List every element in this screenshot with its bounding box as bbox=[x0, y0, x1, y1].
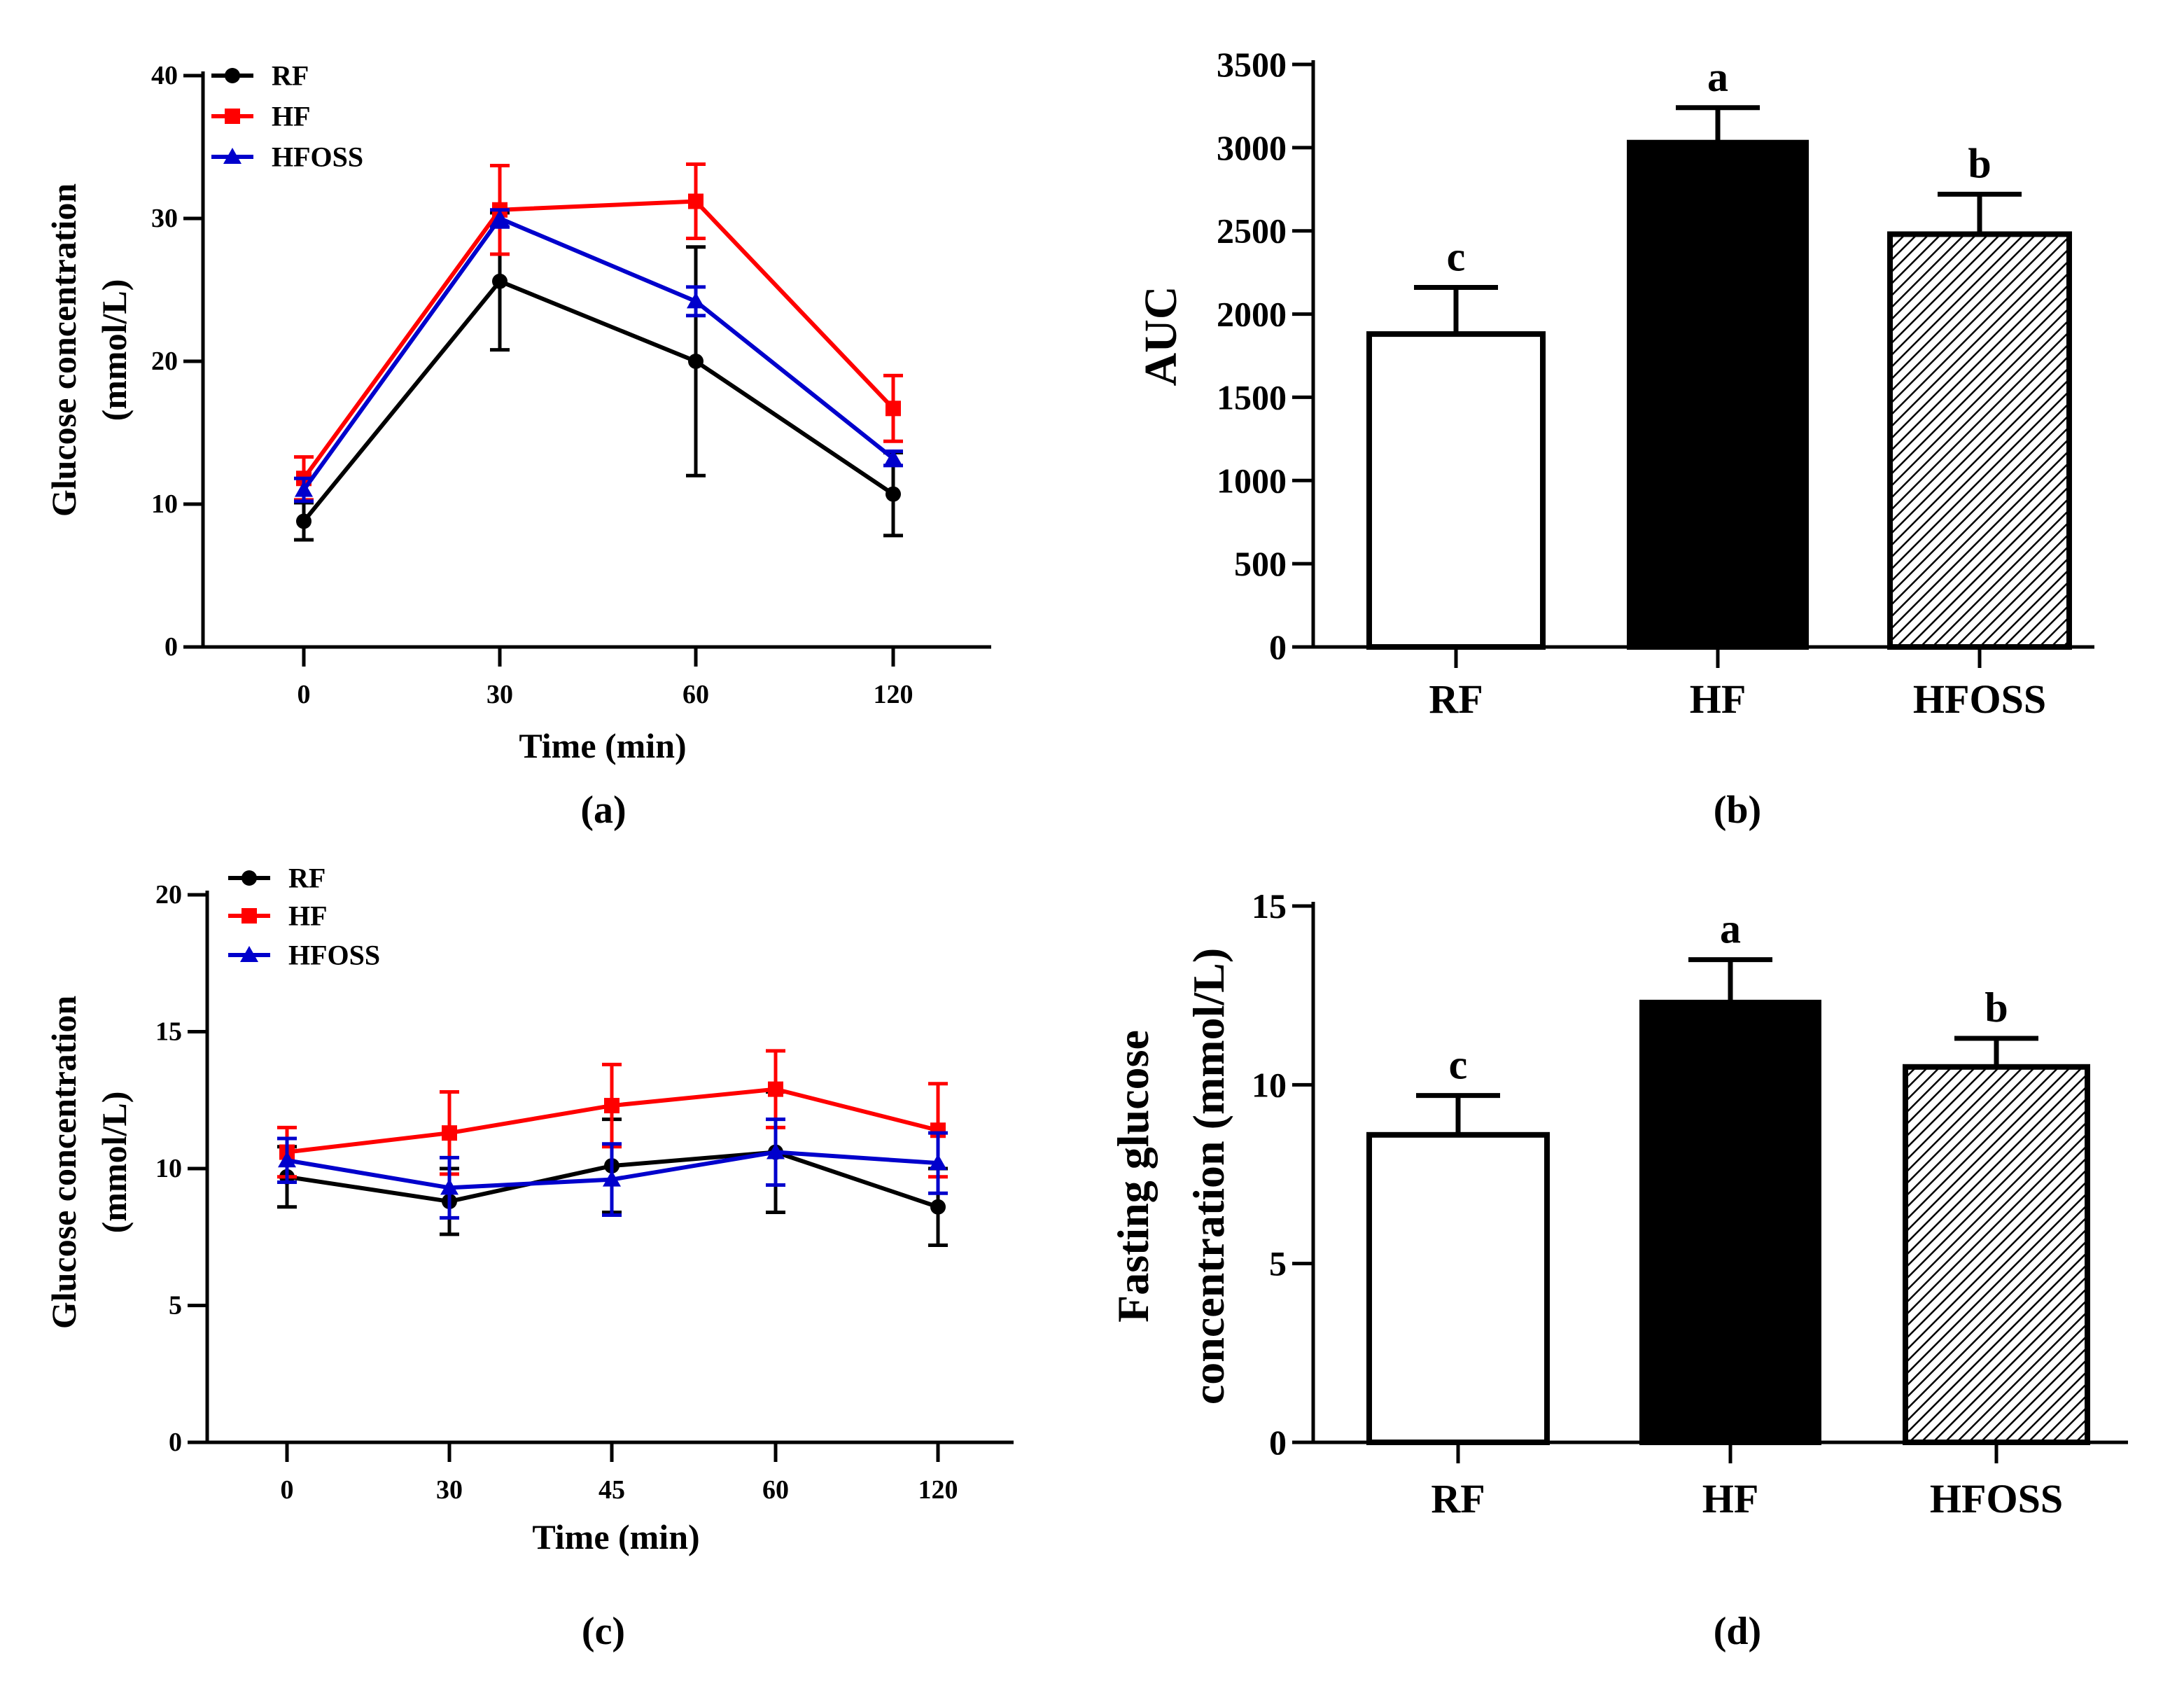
y-tick-label: 0 bbox=[169, 1428, 182, 1457]
panel-label: (a) bbox=[580, 788, 626, 832]
x-tick-label: 30 bbox=[486, 680, 513, 709]
y-axis-label: AUC bbox=[1135, 286, 1186, 386]
data-point-hfoss bbox=[766, 1143, 785, 1159]
legend-label: HF bbox=[288, 900, 328, 932]
data-point-hf bbox=[768, 1081, 783, 1097]
y-tick-label: 3000 bbox=[1217, 128, 1287, 167]
y-tick-label: 0 bbox=[1269, 627, 1287, 667]
y-tick-label: 15 bbox=[155, 1017, 182, 1047]
legend-label: HF bbox=[272, 101, 311, 132]
data-point-hfoss bbox=[440, 1178, 458, 1195]
panel-label: (d) bbox=[1714, 1610, 1761, 1653]
legend-marker bbox=[241, 908, 257, 924]
data-point-hf bbox=[442, 1125, 457, 1141]
bar-hfoss bbox=[1887, 231, 2072, 650]
data-point-rf bbox=[492, 273, 507, 289]
data-point-hfoss bbox=[884, 449, 902, 466]
panel-label: (c) bbox=[582, 1610, 625, 1653]
y-tick-label: 20 bbox=[151, 347, 178, 376]
y-tick-label: 2000 bbox=[1217, 295, 1287, 334]
y-tick-label: 3500 bbox=[1217, 45, 1287, 84]
y-tick-label: 0 bbox=[164, 632, 178, 662]
data-point-hfoss bbox=[929, 1154, 947, 1171]
data-point-hfoss bbox=[491, 209, 509, 225]
significance-letter: c bbox=[1447, 234, 1466, 280]
data-point-hfoss bbox=[603, 1170, 621, 1187]
data-point-hfoss bbox=[687, 292, 705, 309]
x-tick-label: RF bbox=[1429, 676, 1483, 722]
y-tick-label: 0 bbox=[1269, 1423, 1287, 1462]
data-point-hf bbox=[604, 1098, 620, 1114]
bar-rf bbox=[1366, 1131, 1550, 1445]
x-tick-label: 45 bbox=[598, 1475, 625, 1505]
data-point-rf bbox=[296, 513, 312, 529]
y-axis-label: Glucose concentration bbox=[44, 996, 83, 1330]
data-point-rf bbox=[930, 1199, 946, 1215]
x-tick-label: HFOSS bbox=[1913, 676, 2046, 722]
bar-hfoss bbox=[1903, 1064, 2090, 1446]
series-line-hf bbox=[302, 199, 895, 480]
legend-label: RF bbox=[288, 863, 326, 894]
data-point-hfoss bbox=[278, 1151, 296, 1168]
y-tick-label: 20 bbox=[155, 880, 182, 910]
x-axis-label: Time (min) bbox=[532, 1517, 699, 1556]
y-axis-label: concentration (mmol/L) bbox=[1184, 948, 1233, 1405]
significance-letter: b bbox=[1968, 140, 1991, 186]
series-line-rf bbox=[302, 279, 895, 523]
x-tick-label: RF bbox=[1431, 1476, 1485, 1521]
significance-letter: a bbox=[1720, 906, 1741, 952]
legend-label: HFOSS bbox=[288, 940, 380, 971]
y-tick-label: 30 bbox=[151, 204, 178, 233]
y-tick-label: 1500 bbox=[1217, 377, 1287, 417]
legend-marker bbox=[225, 68, 240, 83]
x-tick-label: 0 bbox=[298, 680, 311, 709]
y-tick-label: 5 bbox=[1269, 1244, 1287, 1283]
bar-rf bbox=[1366, 331, 1546, 650]
y-axis-label: (mmol/L) bbox=[94, 279, 134, 421]
x-axis-label: Time (min) bbox=[519, 726, 686, 765]
y-tick-label: 40 bbox=[151, 61, 178, 90]
x-tick-label: HFOSS bbox=[1930, 1476, 2063, 1521]
y-tick-label: 1000 bbox=[1217, 461, 1287, 500]
y-axis-label: Glucose concentration bbox=[44, 183, 83, 517]
bar-hf bbox=[1627, 139, 1809, 650]
y-tick-label: 2500 bbox=[1217, 211, 1287, 251]
bar-hf bbox=[1639, 999, 1821, 1445]
x-tick-label: 30 bbox=[436, 1475, 463, 1505]
legend-label: HFOSS bbox=[272, 141, 363, 173]
significance-letter: b bbox=[1984, 984, 2008, 1031]
y-axis-label: Fasting glucose bbox=[1108, 1030, 1158, 1323]
data-point-hf bbox=[688, 193, 704, 209]
x-tick-label: HF bbox=[1702, 1476, 1759, 1521]
y-tick-label: 5 bbox=[169, 1291, 182, 1321]
x-tick-label: 60 bbox=[682, 680, 709, 709]
data-point-rf bbox=[886, 486, 901, 502]
data-point-hfoss bbox=[295, 480, 313, 497]
panel-label: (b) bbox=[1714, 788, 1761, 832]
x-tick-label: 120 bbox=[918, 1475, 958, 1505]
y-tick-label: 10 bbox=[151, 489, 178, 519]
legend-marker bbox=[225, 109, 240, 124]
y-axis-label: (mmol/L) bbox=[94, 1092, 134, 1234]
x-tick-label: 120 bbox=[874, 680, 913, 709]
data-point-rf bbox=[688, 354, 704, 369]
significance-letter: a bbox=[1707, 54, 1728, 100]
y-tick-label: 10 bbox=[1252, 1065, 1287, 1104]
data-point-hf bbox=[886, 400, 901, 417]
x-tick-label: HF bbox=[1690, 676, 1746, 722]
significance-letter: c bbox=[1449, 1042, 1468, 1088]
legend-marker bbox=[223, 148, 241, 164]
series-line-hfoss bbox=[302, 216, 895, 492]
legend-label: RF bbox=[272, 60, 309, 92]
y-tick-label: 10 bbox=[155, 1154, 182, 1183]
y-tick-label: 15 bbox=[1252, 886, 1287, 926]
legend-marker bbox=[240, 946, 258, 962]
x-tick-label: 60 bbox=[762, 1475, 789, 1505]
y-tick-label: 500 bbox=[1234, 544, 1287, 583]
legend-marker bbox=[241, 870, 257, 886]
x-tick-label: 0 bbox=[281, 1475, 294, 1505]
